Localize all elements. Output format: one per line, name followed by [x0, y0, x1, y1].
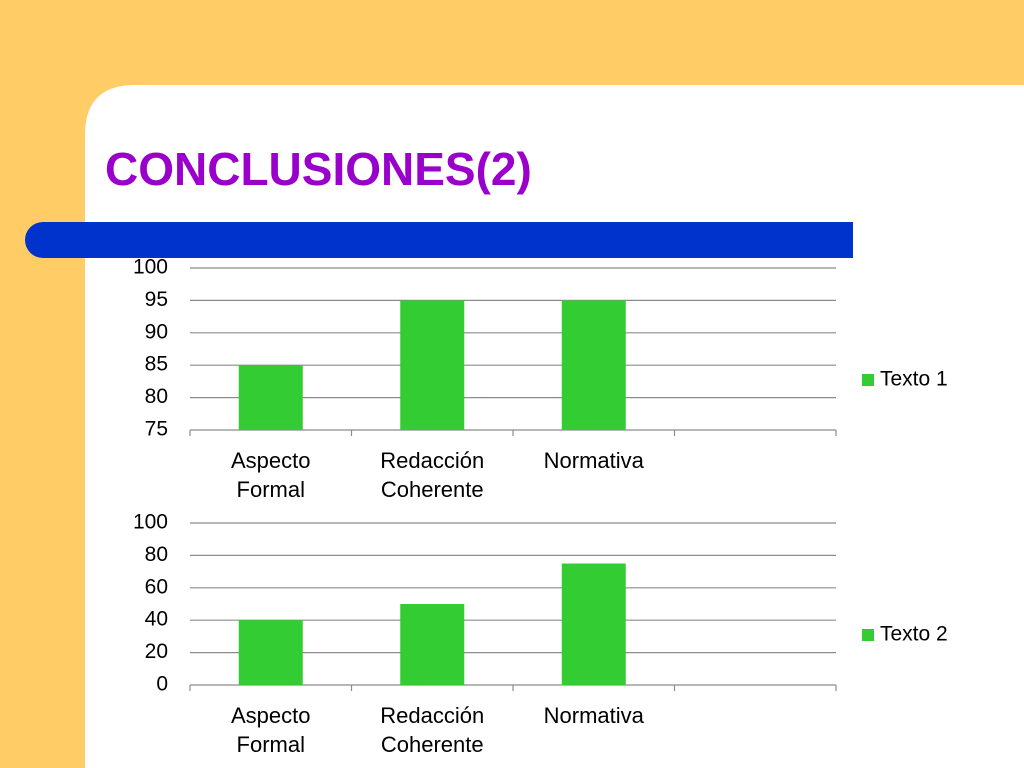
y-tick-label: 60 [145, 575, 168, 598]
legend-label: Texto 1 [880, 368, 948, 391]
side-band [0, 85, 85, 768]
y-tick-label: 85 [145, 353, 168, 376]
x-tick-label: Normativa [543, 448, 644, 473]
bar [238, 620, 303, 685]
y-tick-label: 90 [145, 320, 168, 343]
x-tick-label: Redacción Coherente [380, 703, 485, 757]
y-tick-label: 20 [145, 640, 168, 663]
x-tick-label: Redacción Coherente [380, 448, 485, 502]
x-tick-label: Normativa [543, 703, 644, 728]
legend-label: Texto 2 [880, 623, 948, 646]
y-tick-label: 40 [145, 608, 168, 631]
y-tick-label: 100 [133, 256, 168, 279]
bar [400, 300, 465, 430]
x-tick-label: Aspecto Formal [231, 448, 311, 502]
corner-block [0, 0, 358, 85]
bar [561, 300, 626, 430]
legend-swatch [862, 374, 874, 386]
bar [238, 365, 303, 430]
x-tick-label: Aspecto Formal [231, 703, 311, 757]
y-tick-label: 80 [145, 543, 168, 566]
y-tick-label: 95 [145, 288, 168, 311]
y-tick-label: 75 [145, 418, 168, 441]
y-tick-label: 100 [133, 511, 168, 534]
y-tick-label: 0 [156, 673, 168, 696]
slide-title: CONCLUSIONES(2) [105, 143, 532, 195]
legend-swatch [862, 629, 874, 641]
title-bar [25, 222, 853, 258]
bar [561, 563, 626, 685]
bar [400, 604, 465, 685]
y-tick-label: 80 [145, 385, 168, 408]
